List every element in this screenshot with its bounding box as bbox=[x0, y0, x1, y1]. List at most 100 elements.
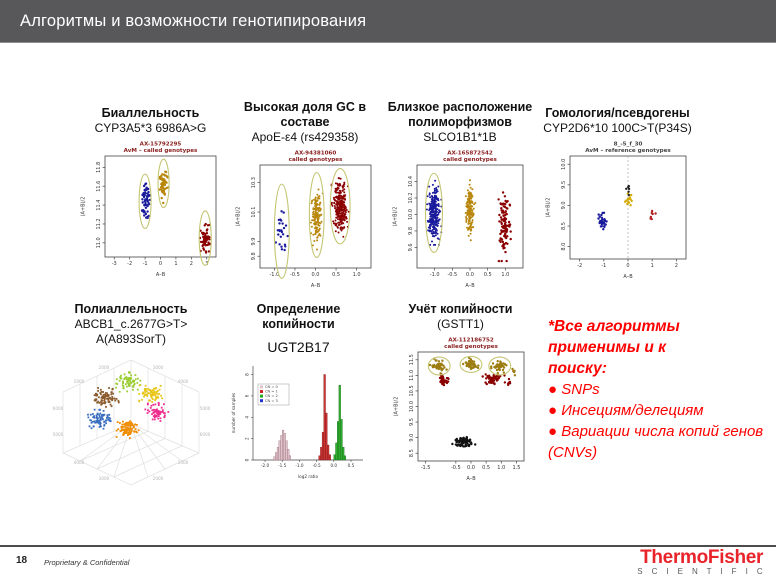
svg-text:8.5: 8.5 bbox=[561, 222, 567, 230]
scatter3d-plot-abcb1: 1000 2000 3000 4000 5000 6000 1000 2000 3000 4000… bbox=[52, 359, 210, 486]
slide-title-bar: Алгоритмы и возможности генотипирования bbox=[0, 0, 776, 43]
cluster-points bbox=[596, 184, 657, 231]
confidential-note: Proprietary & Confidential bbox=[44, 558, 130, 567]
chart-subtitle: called genotypes bbox=[288, 157, 342, 163]
x-axis: -2 -1 0 1 2 A–B bbox=[577, 259, 677, 280]
slide-title: Алгоритмы и возможности генотипирования bbox=[20, 11, 367, 30]
svg-text:8.5: 8.5 bbox=[409, 449, 415, 457]
panel-subheading: UGT2B17 bbox=[267, 339, 330, 355]
svg-text:4: 4 bbox=[244, 416, 249, 419]
svg-text:6: 6 bbox=[244, 394, 249, 397]
svg-text:6000: 6000 bbox=[199, 432, 210, 437]
svg-text:-2: -2 bbox=[577, 263, 582, 269]
svg-text:-0.5: -0.5 bbox=[312, 463, 321, 468]
svg-text:A–B: A–B bbox=[465, 283, 475, 289]
svg-text:0.5: 0.5 bbox=[484, 272, 492, 278]
svg-text:-1.0: -1.0 bbox=[430, 272, 440, 278]
svg-text:-1.5: -1.5 bbox=[420, 465, 430, 471]
svg-text:3000: 3000 bbox=[152, 365, 163, 370]
x-axis: -1.0 -0.5 0.0 0.5 1.0 A–B bbox=[430, 268, 509, 289]
svg-text:11.0: 11.0 bbox=[409, 370, 415, 381]
svg-text:-1.0: -1.0 bbox=[269, 272, 279, 278]
svg-text:-1: -1 bbox=[601, 263, 606, 269]
svg-text:11.5: 11.5 bbox=[409, 354, 415, 365]
svg-text:10.2: 10.2 bbox=[408, 192, 414, 203]
svg-text:10.0: 10.0 bbox=[409, 401, 415, 412]
svg-text:-1.0: -1.0 bbox=[295, 463, 304, 468]
svg-text:5000: 5000 bbox=[52, 432, 63, 437]
svg-text:-0.5: -0.5 bbox=[450, 465, 460, 471]
svg-text:A–B: A–B bbox=[466, 476, 476, 482]
chart-title: AX-15792295 bbox=[140, 142, 182, 148]
footer-divider bbox=[0, 545, 776, 547]
svg-text:1000: 1000 bbox=[177, 460, 188, 465]
panel-heading: Близкое расположение полиморфизмов bbox=[387, 100, 533, 129]
svg-text:(A+B)/2: (A+B)/2 bbox=[81, 197, 87, 217]
panel-biallelic: Биаллельность CYP3A5*3 6986A>G AX-157922… bbox=[58, 106, 243, 279]
tick-labels-3d: 1000 2000 3000 4000 5000 6000 1000 2000 3000 4000… bbox=[52, 365, 210, 481]
svg-text:0: 0 bbox=[244, 458, 249, 461]
y-axis: 9.6 9.8 10.0 10.2 10.4 (A+B)/2 bbox=[393, 176, 417, 251]
svg-text:9.6: 9.6 bbox=[408, 243, 414, 251]
svg-text:(A+B)/2: (A+B)/2 bbox=[393, 207, 399, 227]
panel-subheading: ABCB1_c.2677G>T> A(A893SorT) bbox=[74, 317, 188, 346]
svg-text:A–B: A–B bbox=[623, 274, 633, 280]
svg-text:-1.5: -1.5 bbox=[278, 463, 287, 468]
svg-text:0.5: 0.5 bbox=[347, 463, 354, 468]
svg-text:9.5: 9.5 bbox=[561, 181, 567, 189]
panel-copy-number-determination: Определение копийности UGT2B17 -2.0 -1.5-… bbox=[226, 302, 371, 480]
svg-text:11.6: 11.6 bbox=[96, 181, 102, 192]
note-bullet: ● SNPs bbox=[548, 381, 600, 398]
svg-text:9.0: 9.0 bbox=[561, 201, 567, 209]
chart-subtitle: called genotypes bbox=[443, 157, 497, 163]
svg-text:number of samples: number of samples bbox=[231, 393, 236, 433]
svg-text:1.0: 1.0 bbox=[352, 272, 360, 278]
note-bullet: ● Инсециям/делециям bbox=[548, 402, 704, 419]
panel-heading: Гомология/псевдогены bbox=[545, 106, 690, 120]
panel-subheading: CYP2D6*10 100C>T(P34S) bbox=[543, 121, 692, 135]
chart-subtitle: AvM – called genotypes bbox=[124, 148, 198, 154]
cluster-points bbox=[274, 177, 350, 252]
svg-text:0.5: 0.5 bbox=[332, 272, 340, 278]
svg-text:1: 1 bbox=[650, 263, 653, 269]
svg-text:5000: 5000 bbox=[199, 406, 210, 411]
svg-text:CN = 2: CN = 2 bbox=[265, 394, 278, 398]
svg-text:2: 2 bbox=[674, 263, 677, 269]
svg-text:11.4: 11.4 bbox=[96, 200, 102, 211]
x-axis: -1.5 -0.5 0.0 0.5 1.0 1.5 A–B bbox=[420, 461, 520, 482]
svg-text:8: 8 bbox=[244, 373, 249, 376]
y-axis: 8.5 9.0 9.5 10.0 10.5 11.0 11.5 (A+B)/2 bbox=[393, 354, 418, 457]
panel-close-polymorphisms: Близкое расположение полиморфизмов SLCO1… bbox=[384, 100, 536, 290]
svg-text:1000: 1000 bbox=[73, 379, 84, 384]
thermofisher-logo: ThermoFisher S C I E N T I F I C bbox=[637, 548, 766, 577]
plot-frame bbox=[569, 155, 686, 260]
svg-text:9.0: 9.0 bbox=[409, 434, 415, 442]
svg-text:(A+B)/2: (A+B)/2 bbox=[235, 207, 241, 227]
svg-text:9.5: 9.5 bbox=[409, 418, 415, 426]
y-axis: 8.0 8.5 9.0 9.5 10.0 (A+B)/2 bbox=[545, 159, 570, 251]
svg-text:-0.5: -0.5 bbox=[290, 272, 300, 278]
svg-text:10.5: 10.5 bbox=[409, 385, 415, 396]
note-bullet: ● Вариации числа копий генов (CNVs) bbox=[548, 423, 764, 461]
page-number: 18 bbox=[16, 555, 28, 566]
chart-subtitle: called genotypes bbox=[444, 344, 498, 350]
svg-text:-3: -3 bbox=[112, 261, 117, 267]
panel-subheading: SLCO1B1*1B bbox=[423, 130, 497, 144]
svg-text:-1: -1 bbox=[143, 261, 148, 267]
svg-text:11.0: 11.0 bbox=[96, 237, 102, 248]
panel-subheading: ApoE-ε4 (rs429358) bbox=[251, 130, 359, 144]
logo-wordmark: ThermoFisher bbox=[640, 547, 764, 568]
svg-text:10.4: 10.4 bbox=[408, 176, 414, 187]
legend: CN = 0CN = 1CN = 2CN = 3 bbox=[257, 383, 289, 406]
svg-text:0.0: 0.0 bbox=[330, 463, 337, 468]
svg-text:2: 2 bbox=[244, 437, 249, 440]
svg-text:9.8: 9.8 bbox=[251, 252, 257, 260]
svg-text:10.0: 10.0 bbox=[408, 209, 414, 220]
note-heading: *Все алгоритмы применимы и к поиску: bbox=[548, 318, 680, 377]
svg-text:2000: 2000 bbox=[98, 365, 109, 370]
